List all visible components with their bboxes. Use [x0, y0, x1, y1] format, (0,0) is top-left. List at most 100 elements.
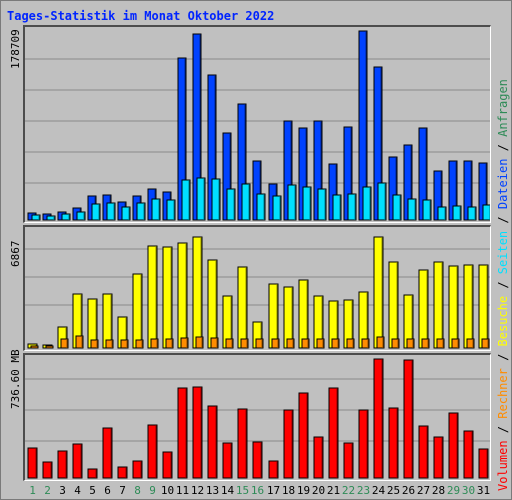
bar-besuche-27 — [418, 269, 429, 349]
bar-besuche-29 — [448, 265, 459, 349]
x-tick-label-11: 11 — [175, 484, 190, 497]
bar-volumen-14 — [222, 442, 233, 479]
bar-volumen-8 — [132, 460, 143, 479]
bar-dateien-19 — [302, 186, 312, 221]
bar-besuche-8 — [132, 273, 143, 349]
bar-rechner-25 — [391, 338, 400, 349]
bar-volumen-23 — [358, 409, 369, 479]
bar-dateien-1 — [31, 214, 41, 221]
bar-rechner-30 — [466, 338, 475, 349]
bar-volumen-18 — [283, 409, 294, 479]
bar-rechner-20 — [316, 338, 325, 349]
x-tick-label-1: 1 — [29, 484, 36, 497]
bar-rechner-2 — [45, 345, 54, 349]
bar-dateien-14 — [226, 188, 236, 221]
legend-item-7: / — [496, 209, 510, 231]
x-tick-label-31: 31 — [476, 484, 491, 497]
bar-besuche-19 — [298, 279, 309, 349]
bar-volumen-16 — [252, 441, 263, 479]
bar-dateien-21 — [332, 194, 342, 221]
bar-volumen-26 — [403, 359, 414, 479]
bar-volumen-15 — [237, 408, 248, 479]
bar-volumen-5 — [87, 468, 98, 479]
bar-rechner-27 — [421, 338, 430, 349]
bar-rechner-15 — [240, 338, 249, 349]
legend-item-2: Rechner — [496, 368, 510, 419]
chart-legend: Volumen / Rechner / Besuche / Seiten / D… — [496, 79, 510, 491]
bar-dateien-18 — [287, 184, 297, 221]
chart-title: Tages-Statistik im Monat Oktober 2022 — [7, 9, 275, 23]
panel-volumen — [23, 353, 491, 481]
bar-besuche-11 — [177, 242, 188, 349]
bar-volumen-9 — [147, 424, 158, 479]
bar-volumen-1 — [27, 447, 38, 479]
bar-rechner-28 — [436, 338, 445, 349]
x-tick-label-18: 18 — [281, 484, 296, 497]
x-tick-label-16: 16 — [250, 484, 265, 497]
panel-seiten-besuche-rechner — [23, 225, 491, 351]
bar-rechner-26 — [406, 338, 415, 349]
bar-volumen-12 — [192, 386, 203, 479]
x-tick-label-23: 23 — [356, 484, 371, 497]
bar-besuche-15 — [237, 266, 248, 349]
legend-item-6: Seiten — [496, 230, 510, 275]
x-tick-label-17: 17 — [266, 484, 281, 497]
x-tick-label-25: 25 — [386, 484, 401, 497]
bar-volumen-29 — [448, 412, 459, 479]
x-tick-label-12: 12 — [190, 484, 205, 497]
bar-volumen-21 — [328, 387, 339, 479]
x-tick-label-19: 19 — [296, 484, 311, 497]
bar-rechner-9 — [150, 338, 159, 349]
bar-besuche-30 — [463, 264, 474, 349]
x-tick-label-2: 2 — [44, 484, 51, 497]
x-tick-label-30: 30 — [461, 484, 476, 497]
x-axis-labels: 1 2 3 4 5 6 7 8 9 10 11 12 13 14 15 16 17 18 19 20 21 22 23 24 2… — [23, 484, 491, 498]
x-tick-label-13: 13 — [205, 484, 220, 497]
bar-rechner-18 — [286, 338, 295, 349]
bar-volumen-13 — [207, 405, 218, 479]
bar-rechner-16 — [255, 338, 264, 349]
x-tick-label-3: 3 — [59, 484, 66, 497]
bar-rechner-5 — [90, 339, 99, 349]
bar-dateien-31 — [482, 204, 490, 221]
bar-volumen-31 — [478, 448, 489, 479]
bar-volumen-22 — [343, 442, 354, 479]
bar-dateien-26 — [407, 198, 417, 221]
bar-dateien-22 — [347, 193, 357, 221]
bar-volumen-24 — [373, 358, 384, 479]
bar-rechner-17 — [271, 338, 280, 349]
bar-volumen-20 — [313, 436, 324, 479]
bar-dateien-10 — [166, 199, 176, 221]
legend-item-9: / — [496, 136, 510, 159]
bar-besuche-31 — [478, 264, 489, 349]
bar-dateien-23 — [362, 186, 372, 221]
bar-volumen-30 — [463, 430, 474, 479]
bar-besuche-12 — [192, 236, 203, 349]
bar-besuche-24 — [373, 236, 384, 349]
bar-besuche-9 — [147, 245, 158, 349]
bar-dateien-4 — [76, 211, 86, 221]
bar-dateien-27 — [422, 199, 432, 221]
bar-rechner-13 — [210, 337, 219, 349]
bar-volumen-27 — [418, 425, 429, 479]
bar-besuche-28 — [433, 261, 444, 349]
bar-dateien-25 — [392, 194, 402, 221]
bar-dateien-6 — [106, 202, 116, 221]
bar-dateien-13 — [211, 178, 221, 221]
bar-volumen-17 — [268, 460, 279, 479]
bar-dateien-7 — [121, 206, 131, 221]
bar-volumen-7 — [117, 466, 128, 479]
bar-volumen-2 — [42, 461, 53, 479]
x-tick-label-14: 14 — [220, 484, 235, 497]
bar-volumen-4 — [72, 443, 83, 479]
bar-volumen-11 — [177, 387, 188, 479]
bar-rechner-29 — [451, 338, 460, 349]
x-tick-label-9: 9 — [149, 484, 156, 497]
bar-rechner-10 — [165, 338, 174, 349]
ymax-label-besuche: 6867 — [9, 240, 22, 268]
x-tick-label-15: 15 — [235, 484, 250, 497]
ymax-label-anfragen: 178709 — [9, 29, 22, 69]
x-tick-label-26: 26 — [401, 484, 416, 497]
bar-dateien-9 — [151, 198, 161, 221]
bar-rechner-3 — [60, 338, 69, 349]
